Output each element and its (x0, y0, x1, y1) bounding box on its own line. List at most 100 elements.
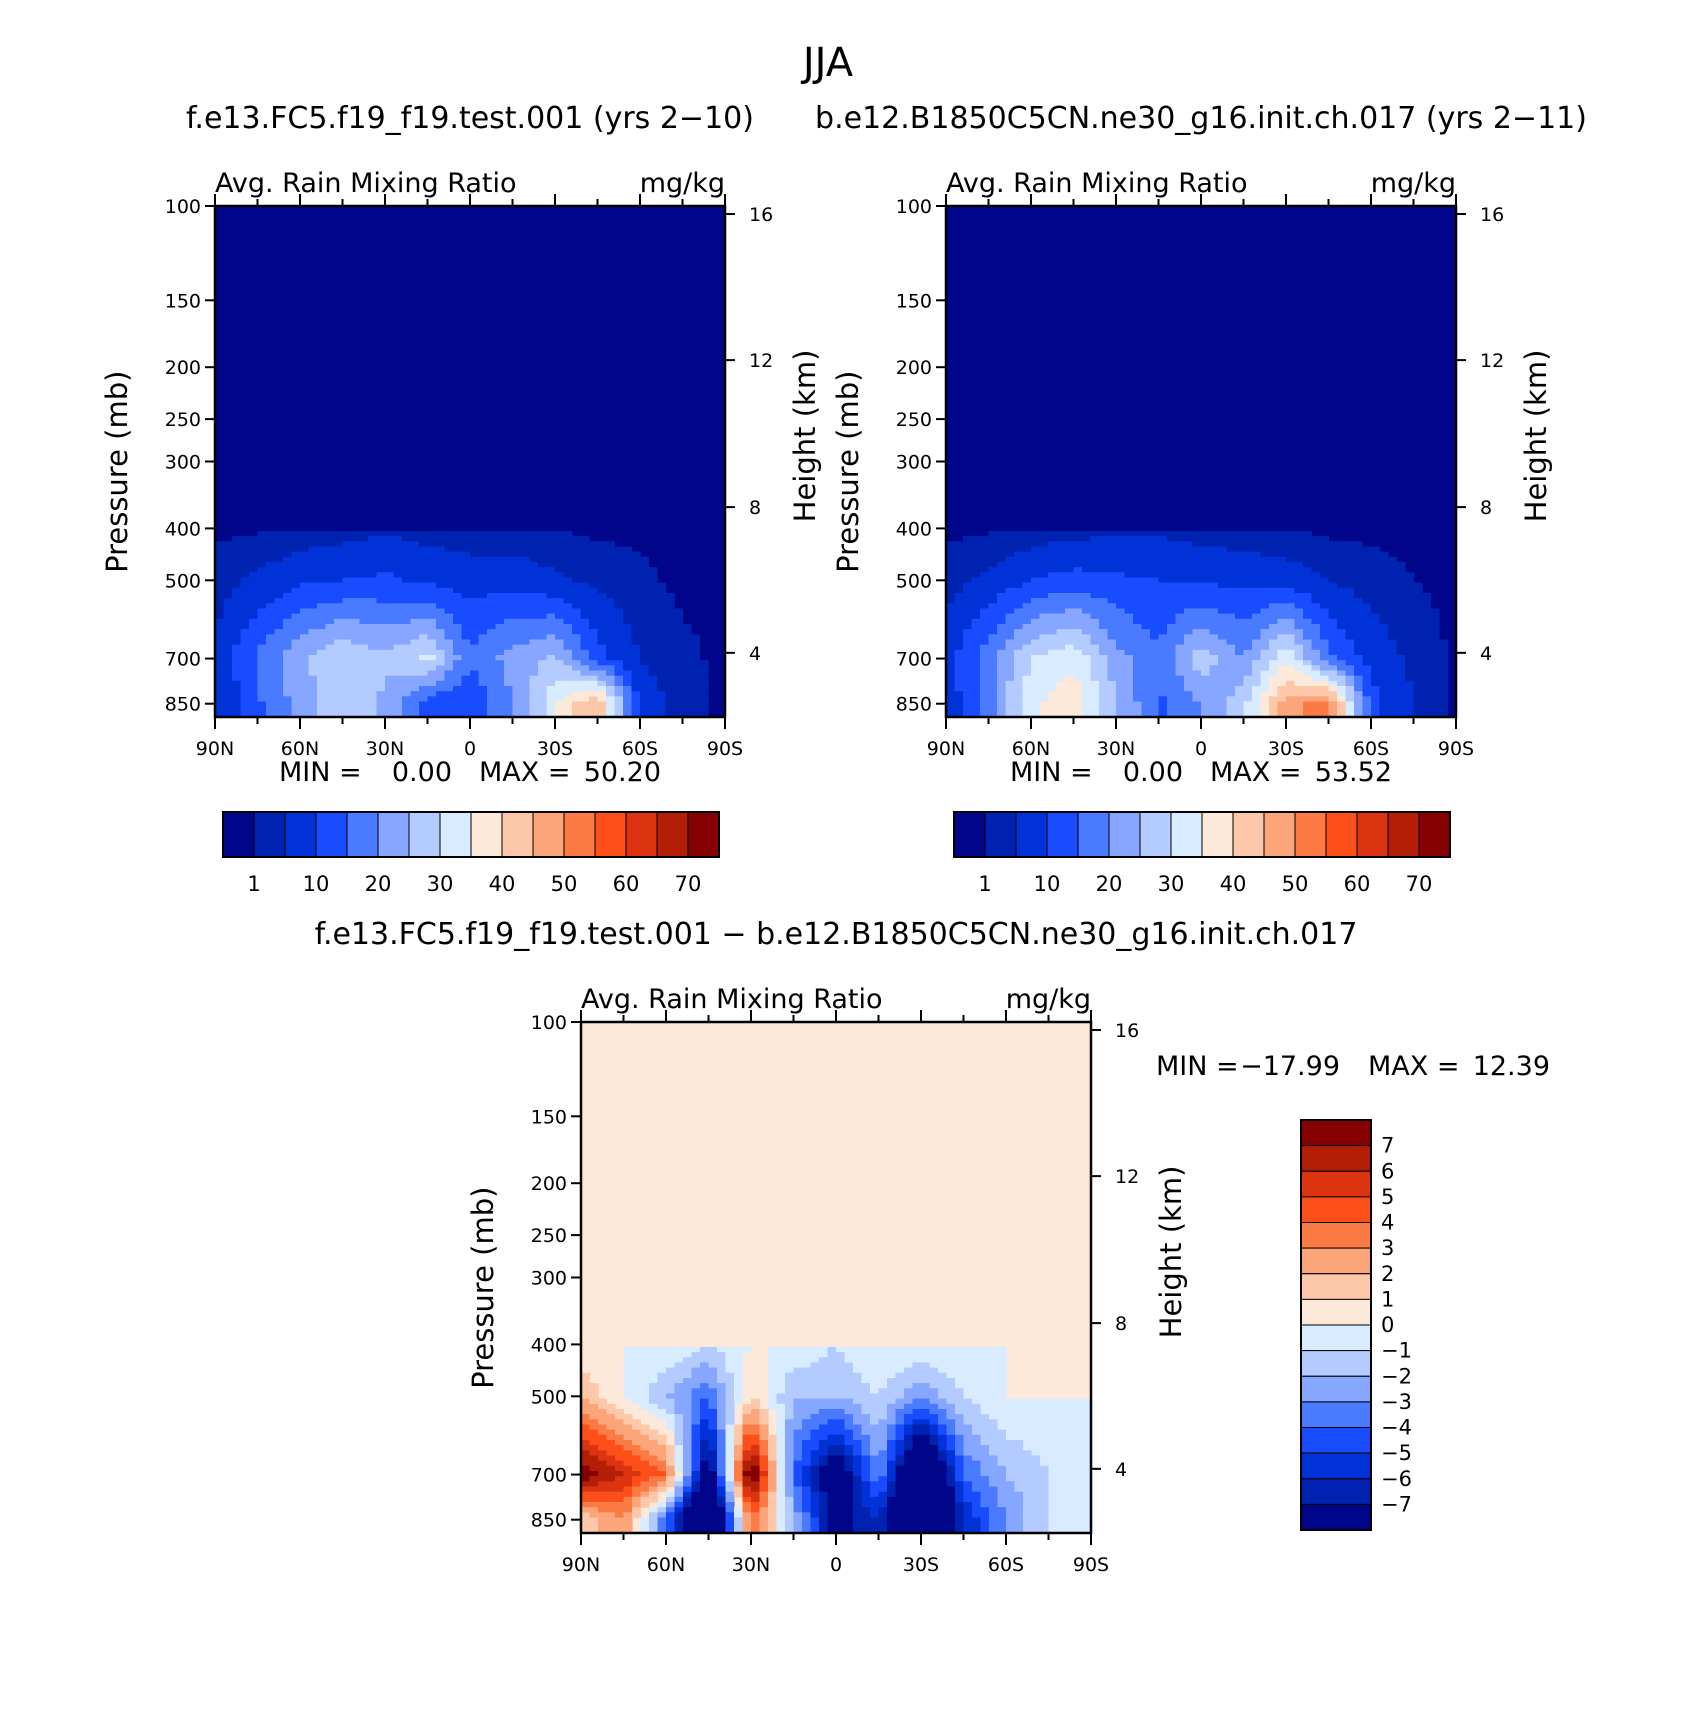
contour-cell (810, 1429, 820, 1436)
contour-cell (1150, 696, 1160, 703)
contour-cell (597, 556, 607, 563)
contour-cell (1379, 608, 1389, 615)
contour-cell (1354, 655, 1364, 661)
contour-cell (368, 618, 378, 625)
contour-cell (512, 536, 522, 542)
contour-cell (1413, 660, 1423, 666)
contour-cell (989, 1383, 999, 1389)
contour-cell (1048, 665, 1058, 672)
contour-cell (351, 546, 361, 553)
contour-cell (1099, 711, 1109, 718)
contour-cell (1175, 665, 1185, 672)
contour-cell (257, 675, 267, 682)
contour-cell (1345, 639, 1355, 646)
contour-cell (1294, 706, 1304, 713)
contour-cell (1337, 691, 1347, 697)
contour-cell (1039, 603, 1049, 610)
contour-cell (793, 1409, 803, 1415)
contour-cell (776, 1352, 786, 1358)
contour-cell (589, 1398, 599, 1405)
contour-cell (1371, 680, 1381, 687)
contour-cell (1150, 608, 1160, 615)
contour-cell (334, 530, 344, 537)
contour-cell (1277, 660, 1287, 666)
contour-cell (1014, 691, 1024, 697)
contour-cell (1371, 551, 1381, 558)
contour-cell (1056, 556, 1066, 563)
contour-cell (495, 696, 505, 703)
contour-cell (529, 613, 539, 620)
contour-cell (1175, 706, 1185, 713)
contour-cell (453, 670, 463, 677)
contour-cell (819, 1434, 829, 1441)
contour-cell (1133, 577, 1143, 584)
contour-cell (1090, 562, 1100, 568)
contour-cell (410, 582, 420, 589)
contour-cell (376, 582, 386, 589)
contour-cell (1396, 582, 1406, 589)
contour-cell (504, 639, 514, 646)
contour-cell (1294, 572, 1304, 579)
contour-cell (1235, 613, 1245, 620)
contour-cell (351, 613, 361, 620)
contour-cell (257, 680, 267, 687)
contour-cell (623, 598, 633, 604)
contour-cell (1107, 530, 1117, 537)
contour-cell (1260, 598, 1270, 604)
contour-cell (1422, 706, 1432, 713)
contour-cell (1167, 655, 1177, 661)
contour-cell (1422, 593, 1432, 599)
contour-cell (1405, 655, 1415, 661)
contour-cell (1354, 541, 1364, 548)
contour-cell (861, 1378, 871, 1384)
contour-cell (1073, 603, 1083, 610)
contour-cell (776, 1362, 786, 1369)
contour-cell (419, 706, 429, 713)
contour-cell (988, 598, 998, 604)
contour-cell (1124, 618, 1134, 625)
contour-cell (461, 536, 471, 542)
contour-cell (215, 665, 225, 672)
contour-cell (1065, 577, 1075, 584)
contour-cell (274, 665, 284, 672)
contour-cell (1235, 582, 1245, 589)
contour-cell (402, 706, 412, 713)
contour-cell (351, 598, 361, 604)
contour-cell (1405, 711, 1415, 718)
contour-cell (546, 711, 556, 718)
contour-cell (504, 706, 514, 713)
contour-cell (1090, 624, 1100, 630)
contour-cell (614, 691, 624, 697)
contour-cell (1337, 701, 1347, 708)
contour-cell (215, 655, 225, 661)
contour-cell (419, 567, 429, 573)
contour-cell (980, 675, 990, 682)
contour-cell (666, 1352, 676, 1358)
contour-cell (334, 696, 344, 703)
contour-cell (580, 536, 590, 542)
contour-cell (232, 556, 242, 563)
contour-cell (1252, 629, 1262, 635)
contour-cell (819, 1372, 829, 1379)
contour-cell (614, 634, 624, 641)
contour-cell (1023, 1403, 1033, 1410)
contour-cell (1226, 644, 1236, 651)
contour-cell (963, 551, 973, 558)
contour-cell (1379, 634, 1389, 641)
contour-cell (1209, 567, 1219, 573)
contour-cell (385, 587, 395, 594)
contour-cell (691, 644, 701, 651)
contour-cell (232, 613, 242, 620)
contour-cell (1354, 556, 1364, 563)
contour-cell (410, 567, 420, 573)
contour-cell (988, 634, 998, 641)
contour-cell (470, 675, 480, 682)
contour-cell (683, 1362, 693, 1369)
contour-cell (1065, 665, 1075, 672)
contour-cell (223, 686, 233, 692)
contour-cell (1226, 530, 1236, 537)
contour-cell (546, 660, 556, 666)
contour-cell (581, 1429, 591, 1436)
contour-cell (1022, 618, 1032, 625)
contour-cell (1243, 644, 1253, 651)
